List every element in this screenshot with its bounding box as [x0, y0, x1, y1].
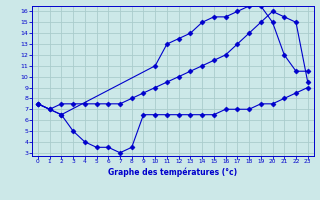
X-axis label: Graphe des températures (°c): Graphe des températures (°c)	[108, 167, 237, 177]
